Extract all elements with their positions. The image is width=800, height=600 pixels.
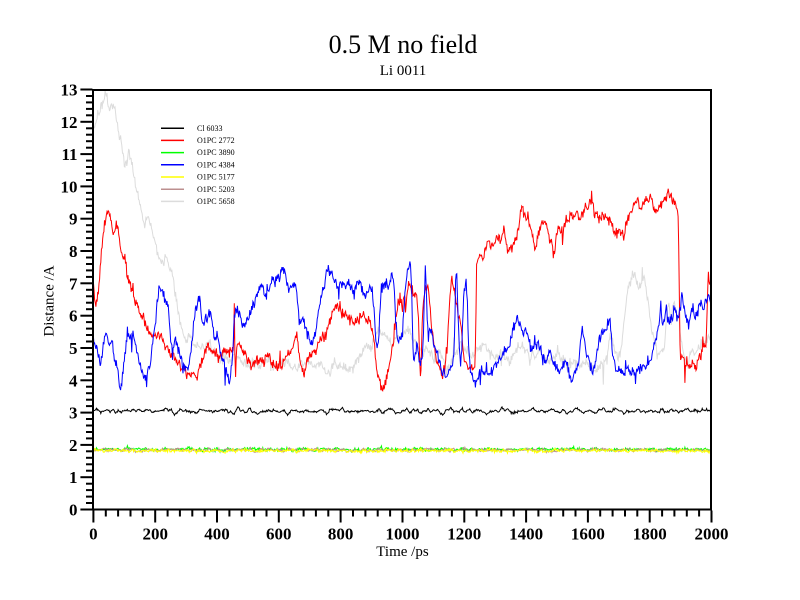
svg-text:8: 8	[69, 242, 78, 261]
svg-text:Time /ps: Time /ps	[376, 544, 429, 560]
svg-text:800: 800	[328, 525, 354, 544]
svg-text:5: 5	[69, 339, 78, 358]
svg-text:O1PC 3890: O1PC 3890	[197, 148, 235, 157]
svg-text:2: 2	[69, 436, 78, 455]
svg-text:400: 400	[204, 525, 230, 544]
svg-text:O1PC 5177: O1PC 5177	[197, 173, 235, 182]
svg-text:O1PC 2772: O1PC 2772	[197, 136, 235, 145]
svg-text:Li 0011: Li 0011	[380, 63, 427, 79]
svg-text:2000: 2000	[695, 525, 729, 544]
svg-text:0: 0	[69, 501, 78, 520]
svg-text:1000: 1000	[386, 525, 420, 544]
svg-text:6: 6	[69, 307, 78, 326]
svg-text:10: 10	[61, 177, 78, 196]
svg-text:1: 1	[69, 468, 78, 487]
svg-text:1400: 1400	[509, 525, 543, 544]
svg-text:1600: 1600	[571, 525, 605, 544]
svg-text:O1PC 4384: O1PC 4384	[197, 160, 235, 169]
svg-text:13: 13	[61, 81, 78, 100]
svg-text:0.5 M no field: 0.5 M no field	[329, 30, 478, 59]
svg-text:9: 9	[69, 210, 78, 229]
svg-text:0: 0	[89, 525, 98, 544]
svg-text:4: 4	[69, 371, 78, 390]
svg-text:200: 200	[142, 525, 168, 544]
svg-text:7: 7	[69, 274, 78, 293]
svg-text:Distance /A: Distance /A	[42, 265, 58, 336]
svg-text:Cl 6033: Cl 6033	[197, 124, 223, 133]
svg-text:600: 600	[266, 525, 292, 544]
svg-text:O1PC 5658: O1PC 5658	[197, 197, 235, 206]
svg-text:1800: 1800	[633, 525, 667, 544]
svg-text:11: 11	[61, 145, 77, 164]
svg-text:1200: 1200	[447, 525, 481, 544]
svg-text:3: 3	[69, 404, 78, 423]
svg-text:12: 12	[61, 113, 78, 132]
svg-text:O1PC 5203: O1PC 5203	[197, 185, 235, 194]
